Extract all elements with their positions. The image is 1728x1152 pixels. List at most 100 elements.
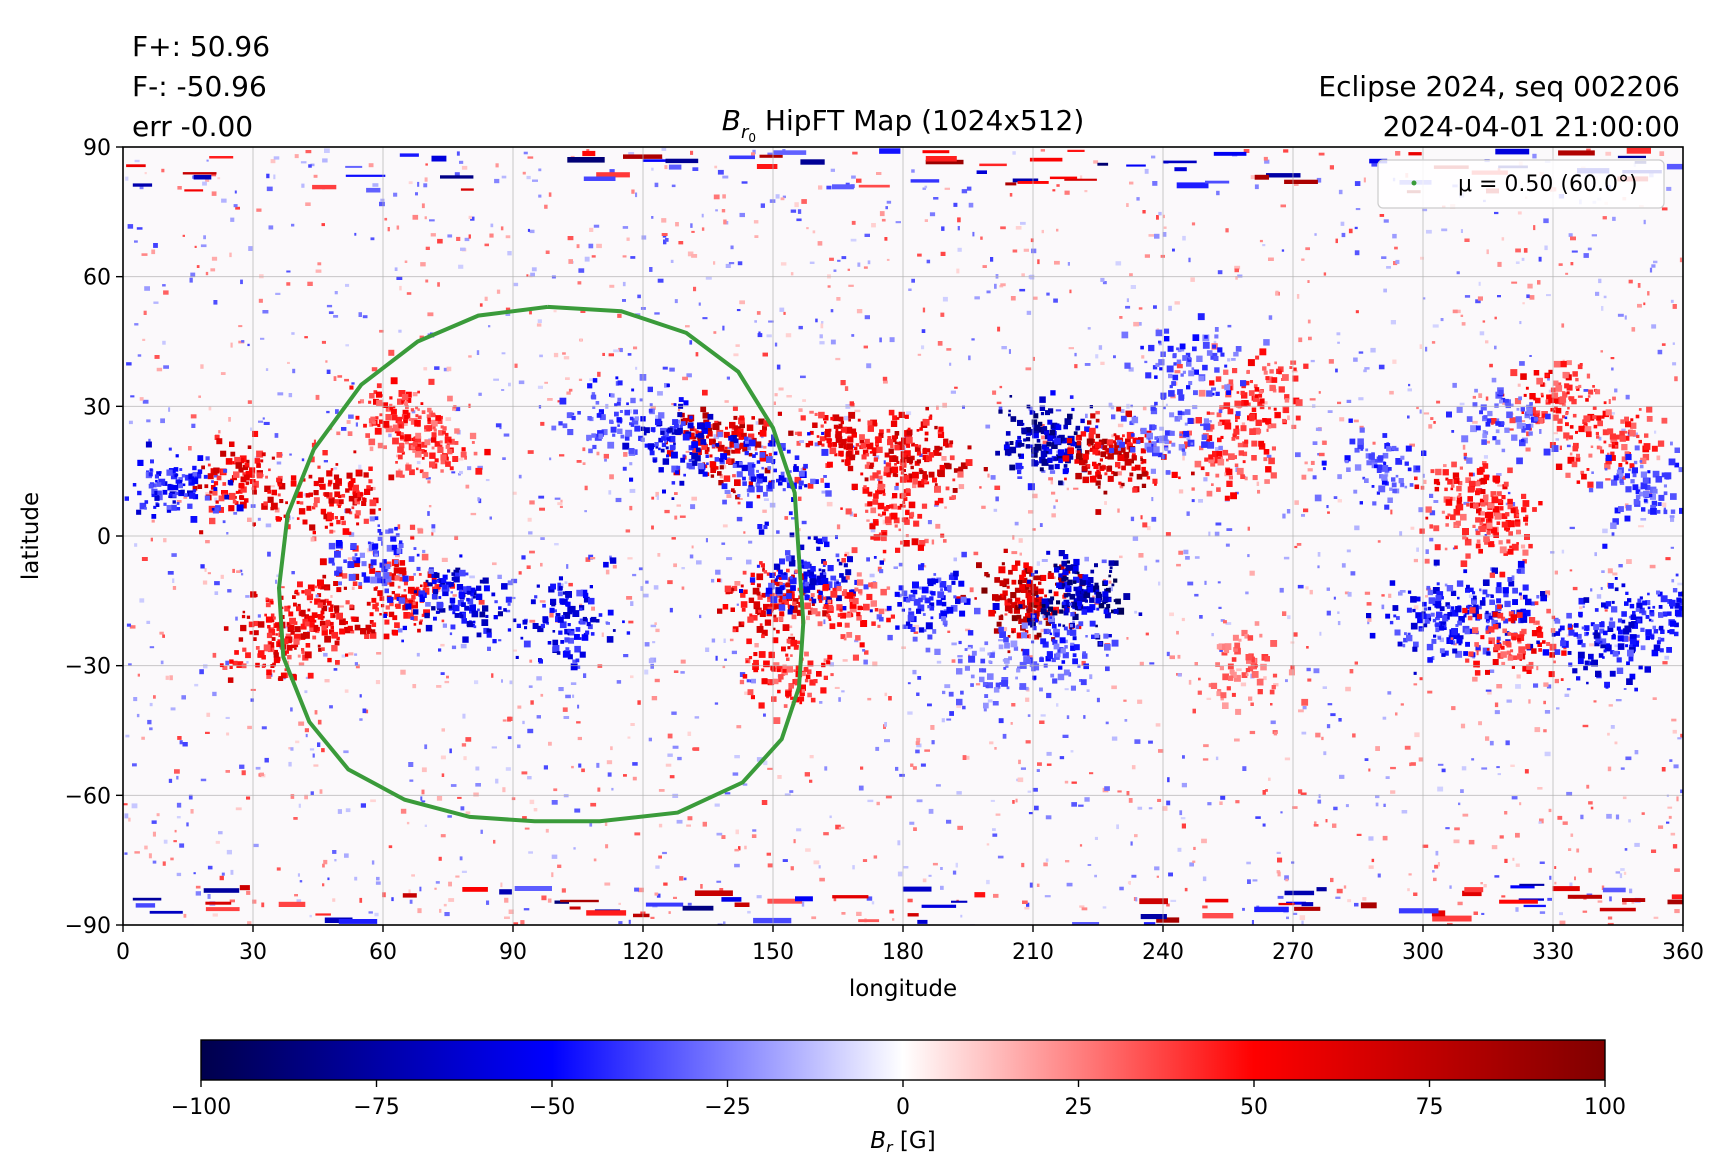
active-region-speck (331, 631, 339, 639)
active-region-speck (1115, 461, 1121, 468)
active-region-speck (438, 596, 442, 599)
active-region-speck (644, 427, 650, 434)
polar-streak (596, 172, 630, 178)
field-speck (674, 515, 678, 520)
field-speck (1379, 214, 1385, 217)
field-speck (894, 486, 899, 491)
field-speck (990, 257, 994, 262)
active-region-speck (590, 632, 595, 636)
field-speck (1539, 911, 1546, 914)
field-speck (324, 148, 330, 153)
active-region-speck (924, 479, 928, 484)
field-speck (1241, 422, 1246, 427)
field-speck (796, 218, 802, 222)
field-speck (179, 740, 183, 745)
field-speck (465, 484, 470, 489)
field-speck (470, 216, 475, 221)
field-speck (198, 395, 201, 398)
field-speck (1607, 766, 1612, 772)
active-region-speck (949, 440, 954, 445)
active-region-speck (996, 595, 1002, 601)
active-region-speck (1032, 431, 1039, 439)
field-speck (1028, 812, 1033, 815)
field-speck (1538, 256, 1542, 262)
field-speck (551, 854, 558, 859)
field-speck (275, 292, 281, 295)
field-speck (1543, 682, 1549, 687)
field-speck (985, 424, 991, 429)
field-speck (1152, 181, 1158, 186)
field-speck (415, 192, 418, 196)
field-speck (505, 311, 511, 316)
field-speck (1020, 767, 1026, 770)
field-speck (629, 409, 633, 414)
active-region-speck (1025, 634, 1029, 639)
field-speck (1588, 867, 1592, 873)
active-region-speck (1090, 447, 1095, 452)
field-speck (507, 716, 511, 722)
field-speck (1056, 703, 1059, 707)
active-region-speck (268, 642, 275, 648)
field-speck (1163, 226, 1167, 229)
field-speck (1247, 554, 1250, 558)
active-region-speck (469, 604, 476, 612)
field-speck (589, 227, 594, 232)
field-speck (183, 913, 187, 918)
active-region-speck (904, 414, 909, 419)
field-speck (942, 402, 947, 408)
field-speck (913, 827, 917, 831)
active-region-speck (570, 663, 578, 671)
active-region-speck (1108, 444, 1114, 450)
field-speck (309, 914, 312, 918)
field-speck (396, 454, 399, 458)
active-region-speck (235, 490, 239, 494)
field-speck (513, 282, 519, 287)
active-region-speck (1036, 575, 1042, 581)
active-region-speck (739, 461, 743, 466)
active-region-speck (1122, 455, 1129, 462)
field-speck (830, 309, 834, 313)
active-region-speck (581, 634, 589, 641)
polar-streak (1667, 899, 1683, 905)
active-region-speck (882, 532, 887, 537)
field-speck (1669, 515, 1675, 518)
field-speck (359, 694, 362, 698)
active-region-speck (476, 585, 482, 591)
field-speck (529, 659, 533, 663)
field-speck (376, 652, 382, 655)
field-speck (1302, 706, 1307, 710)
polar-streak (1072, 922, 1100, 925)
active-region-speck (442, 584, 448, 590)
active-region-speck (347, 625, 353, 631)
field-speck (1245, 591, 1249, 595)
field-speck (700, 884, 703, 889)
field-speck (1363, 369, 1367, 373)
field-speck (159, 631, 164, 635)
field-speck (1570, 236, 1576, 241)
field-speck (912, 669, 917, 675)
active-region-speck (609, 557, 617, 564)
active-region-speck (453, 569, 457, 573)
field-speck (1408, 873, 1412, 876)
active-region-speck (1069, 593, 1076, 600)
field-speck (1139, 661, 1144, 666)
active-region-speck (1096, 607, 1100, 611)
active-region-speck (534, 595, 538, 599)
field-speck (545, 250, 550, 254)
field-speck (1649, 564, 1656, 569)
field-speck (1004, 613, 1008, 616)
active-region-speck (1056, 600, 1061, 605)
active-region-speck (182, 483, 186, 487)
active-region-speck (1019, 574, 1025, 580)
field-speck (717, 169, 724, 175)
field-speck (723, 638, 726, 643)
field-speck (907, 711, 913, 715)
active-region-speck (746, 501, 753, 509)
field-speck (1337, 341, 1340, 344)
active-region-speck (1113, 560, 1119, 566)
active-region-speck (379, 596, 385, 601)
field-speck (276, 867, 281, 871)
active-region-speck (992, 594, 999, 601)
field-speck (308, 164, 312, 168)
field-speck (1437, 786, 1444, 792)
